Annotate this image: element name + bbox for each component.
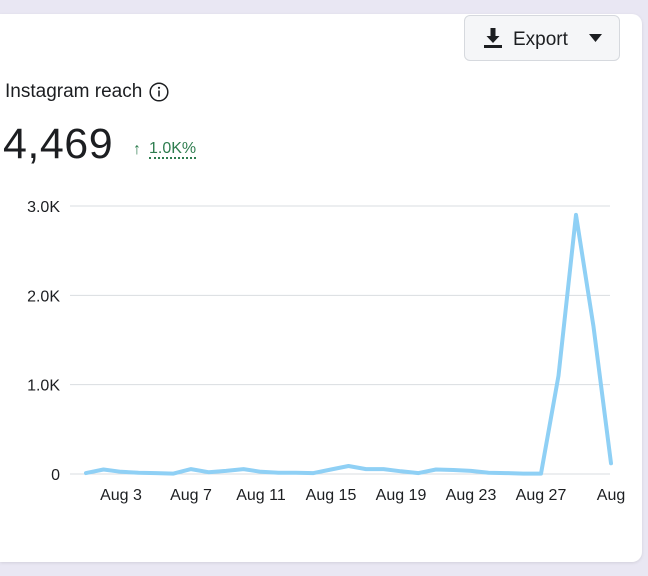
data-point[interactable] — [522, 472, 526, 476]
data-point[interactable] — [172, 472, 176, 476]
data-point[interactable] — [154, 471, 158, 475]
up-arrow-icon: ↑ — [133, 141, 141, 158]
data-point[interactable] — [137, 471, 141, 475]
data-point[interactable] — [364, 467, 368, 471]
y-tick-label: 0 — [51, 467, 60, 484]
series-line — [84, 212, 613, 476]
data-point[interactable] — [469, 469, 473, 473]
data-point[interactable] — [259, 470, 263, 474]
data-point[interactable] — [592, 325, 596, 329]
data-point[interactable] — [329, 468, 333, 472]
x-tick-label: Aug 15 — [306, 487, 357, 504]
data-point[interactable] — [487, 471, 491, 475]
x-tick-label: Aug 3 — [100, 487, 142, 504]
data-point[interactable] — [312, 471, 316, 475]
data-point[interactable] — [347, 464, 351, 468]
data-point[interactable] — [277, 471, 281, 475]
data-point[interactable] — [452, 468, 456, 472]
metric-title: Instagram reach — [5, 81, 169, 103]
metric-title-text: Instagram reach — [5, 81, 143, 102]
x-tick-label: Aug 27 — [516, 487, 567, 504]
y-tick-label: 3.0K — [27, 199, 60, 216]
data-point[interactable] — [609, 461, 613, 465]
info-icon[interactable] — [149, 82, 169, 102]
caret-down-icon — [589, 34, 602, 42]
data-point[interactable] — [294, 471, 298, 475]
data-point[interactable] — [574, 213, 578, 217]
change-percent[interactable]: 1.0K% — [149, 140, 197, 159]
data-point[interactable] — [84, 471, 88, 475]
data-point[interactable] — [557, 374, 561, 378]
export-label: Export — [513, 29, 568, 50]
x-tick-label: Aug 7 — [170, 487, 212, 504]
x-tick-label: Aug 19 — [376, 487, 427, 504]
y-tick-label: 2.0K — [27, 288, 60, 305]
x-tick-label: Aug 11 — [236, 487, 286, 504]
data-point[interactable] — [102, 468, 106, 472]
y-tick-label: 1.0K — [27, 378, 60, 395]
data-point[interactable] — [224, 469, 228, 473]
export-button[interactable]: Export — [464, 15, 620, 61]
data-point[interactable] — [539, 472, 543, 476]
x-tick-label: Aug 23 — [446, 487, 497, 504]
data-point[interactable] — [382, 467, 386, 471]
data-point[interactable] — [504, 471, 508, 475]
data-point[interactable] — [207, 470, 211, 474]
data-point[interactable] — [242, 467, 246, 471]
data-point[interactable] — [417, 471, 421, 475]
x-tick-label: Aug — [597, 487, 625, 504]
metric-change: ↑ 1.0K% — [133, 140, 197, 159]
data-point[interactable] — [119, 470, 123, 474]
download-icon — [484, 28, 502, 48]
metric-value: 4,469 — [3, 120, 114, 168]
data-point[interactable] — [189, 467, 193, 471]
data-point[interactable] — [434, 468, 438, 472]
data-point[interactable] — [399, 469, 403, 473]
